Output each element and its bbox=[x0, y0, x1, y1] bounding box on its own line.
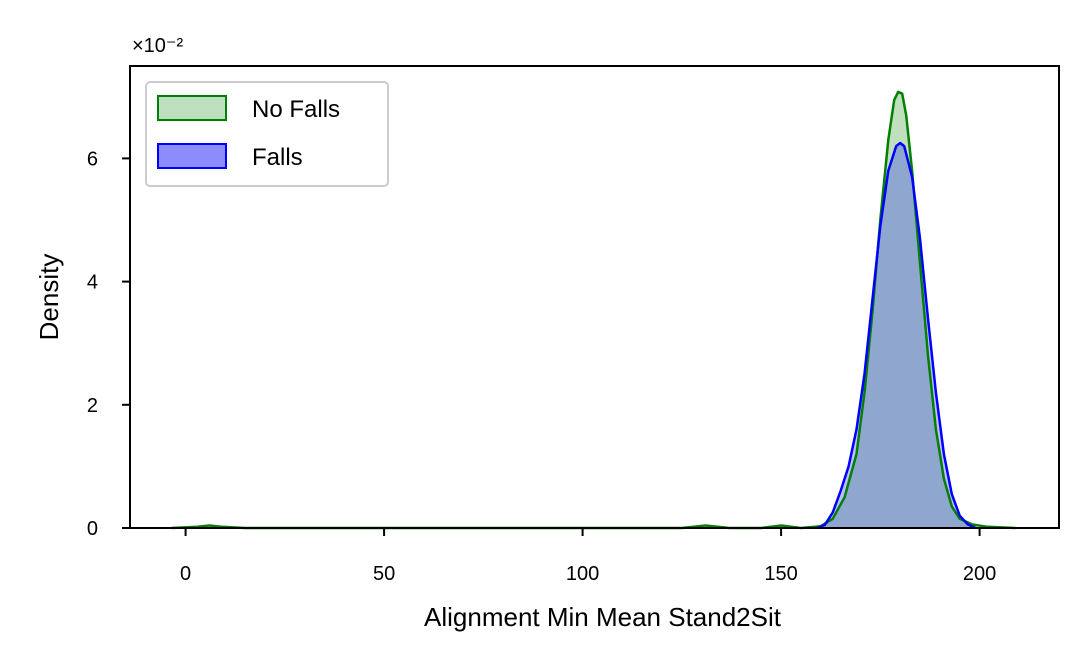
y-axis-offset-text: ×10⁻² bbox=[132, 35, 183, 57]
x-tick-label: 150 bbox=[764, 563, 797, 585]
plot-frame bbox=[129, 65, 1060, 529]
x-tick-label: 50 bbox=[373, 563, 395, 585]
legend-label-falls: Falls bbox=[252, 144, 303, 171]
density-area-no-falls bbox=[171, 91, 1016, 529]
y-tick-label: 6 bbox=[87, 148, 98, 170]
x-tick-label: 200 bbox=[963, 563, 996, 585]
density-area-falls bbox=[816, 143, 976, 528]
x-axis-label: Alignment Min Mean Stand2Sit bbox=[424, 602, 782, 632]
y-axis-ticks: 0 2 4 6 bbox=[87, 148, 130, 540]
y-axis-label: Density bbox=[34, 254, 64, 341]
y-tick-label: 0 bbox=[87, 518, 98, 540]
legend-swatch-no-falls bbox=[157, 95, 227, 121]
legend-label-no-falls: No Falls bbox=[252, 96, 340, 123]
x-tick-label: 0 bbox=[180, 563, 191, 585]
x-tick-label: 100 bbox=[566, 563, 599, 585]
density-line-falls bbox=[816, 141, 977, 530]
y-tick-label: 4 bbox=[87, 272, 98, 294]
legend-swatch-falls bbox=[157, 143, 227, 169]
legend: No Falls Falls bbox=[145, 81, 389, 187]
y-tick-label: 2 bbox=[87, 395, 98, 417]
x-axis-ticks: 0 50 100 150 200 bbox=[180, 528, 996, 585]
